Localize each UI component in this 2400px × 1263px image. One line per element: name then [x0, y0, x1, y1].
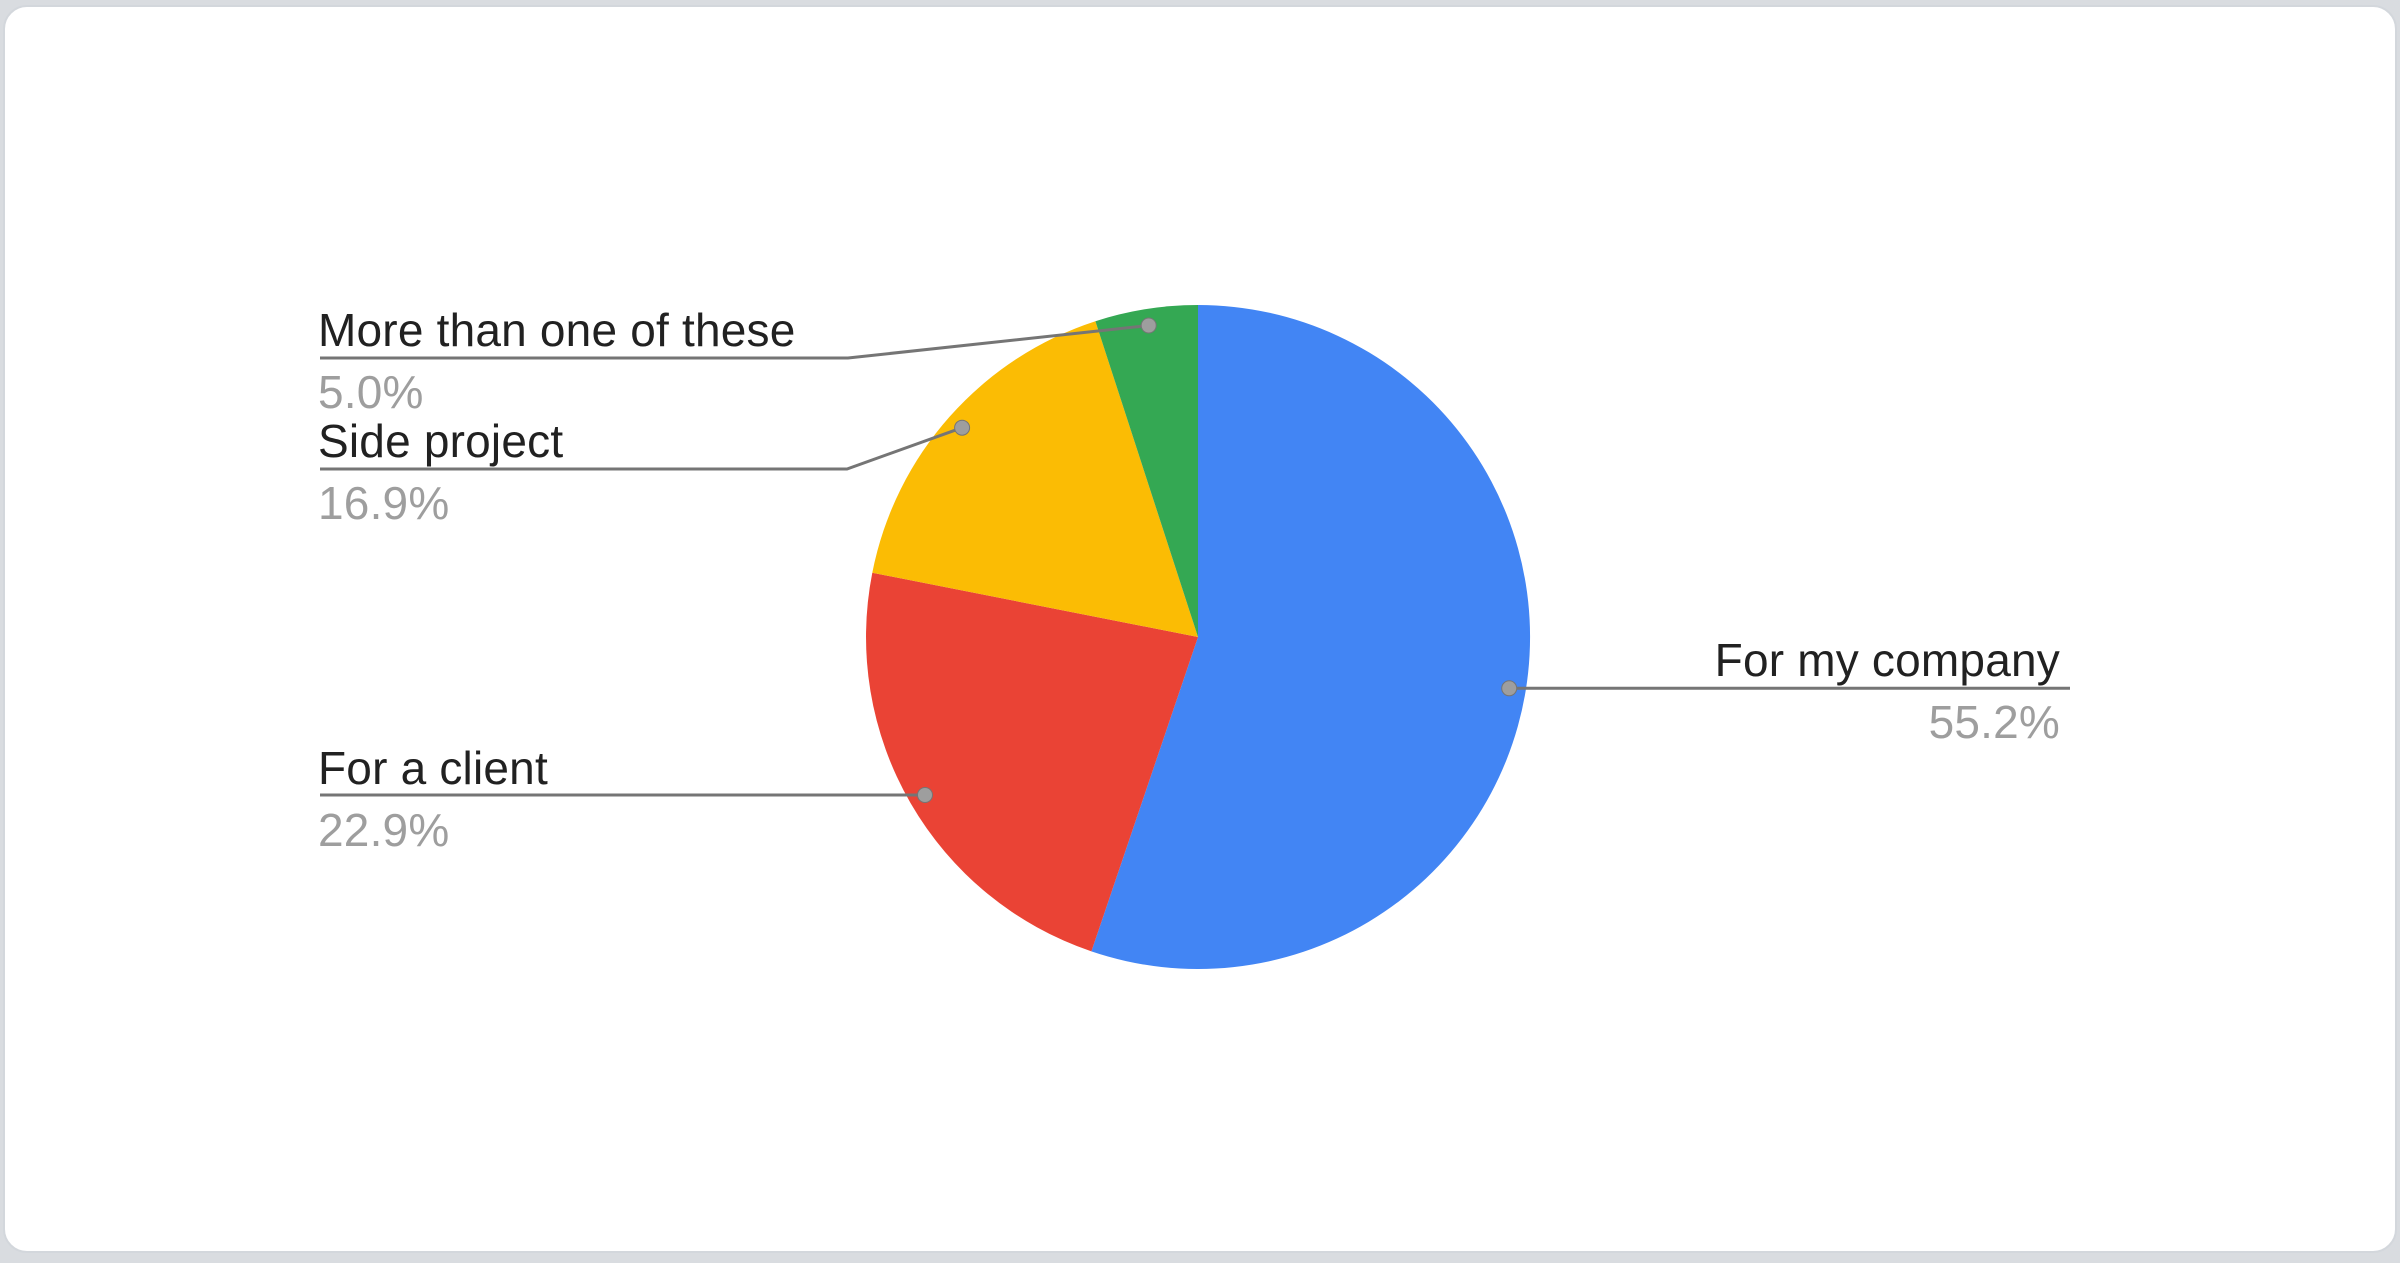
chart-card: For my company 55.2% For a client 22.9% … — [3, 5, 2397, 1253]
leader-dot — [955, 420, 970, 435]
pie-label-percent: 5.0% — [318, 366, 796, 418]
pie-chart-area: For my company 55.2% For a client 22.9% … — [5, 7, 2395, 1251]
pie-label-percent: 16.9% — [318, 477, 563, 529]
pie-label-percent: 22.9% — [318, 804, 548, 856]
pie-label-for-my-company: For my company 55.2% — [1715, 634, 2060, 748]
leader-dot — [1141, 318, 1156, 333]
pie-label-text: For a client — [318, 742, 548, 794]
pie-label-text: Side project — [318, 415, 563, 467]
pie-label-percent: 55.2% — [1715, 696, 2060, 748]
leader-dot — [1502, 681, 1517, 696]
pie-label-text: For my company — [1715, 634, 2060, 686]
pie-label-for-a-client: For a client 22.9% — [318, 742, 548, 856]
leader-dot — [918, 788, 933, 803]
pie-slices — [866, 305, 1530, 969]
pie-label-more-than-one-of-these: More than one of these 5.0% — [318, 304, 796, 418]
pie-label-side-project: Side project 16.9% — [318, 415, 563, 529]
pie-label-text: More than one of these — [318, 304, 796, 356]
